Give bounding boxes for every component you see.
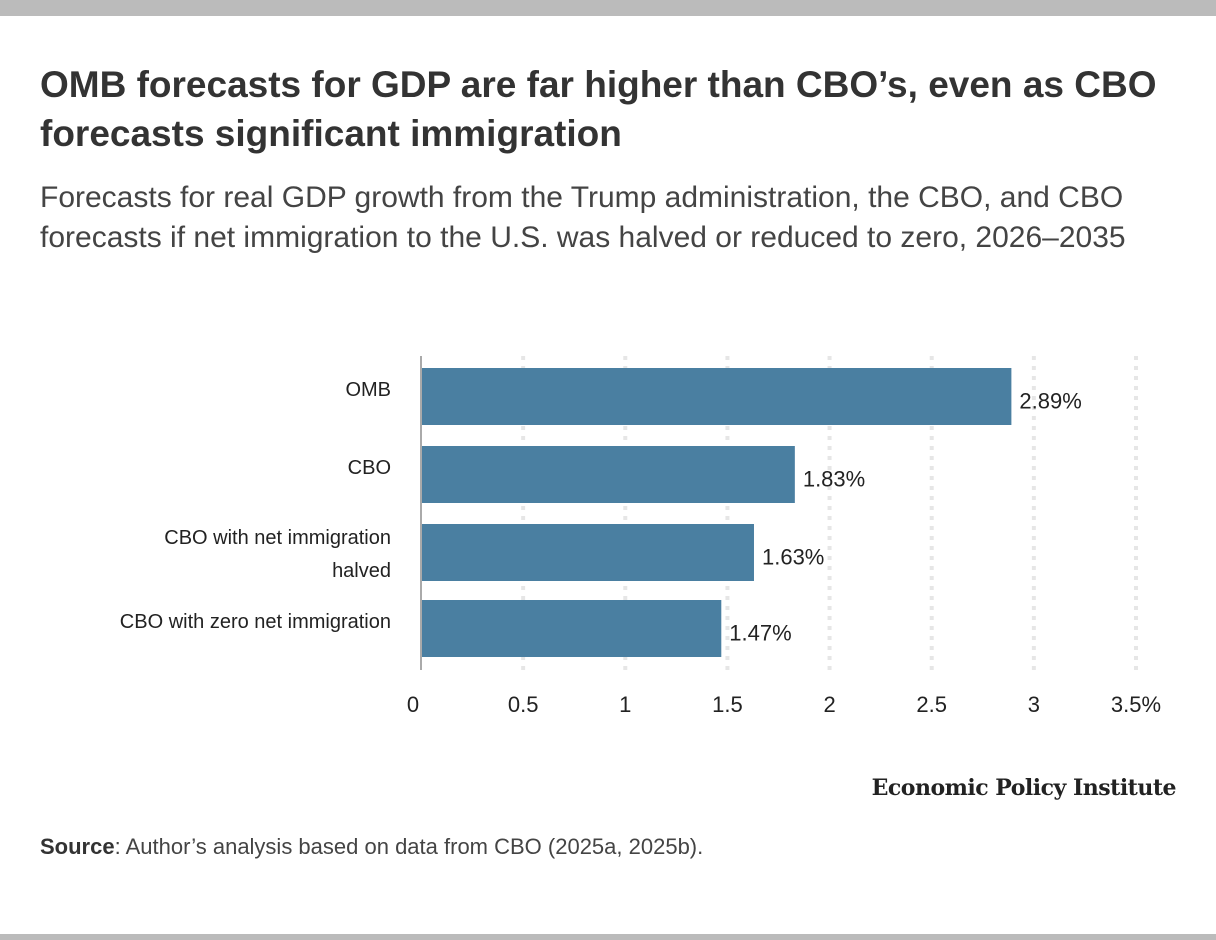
category-label: OMB — [345, 379, 391, 401]
value-label: 1.47% — [729, 621, 791, 646]
value-labels: 2.89% 1.83% 1.63% 1.47% — [729, 389, 1081, 646]
bar — [421, 600, 722, 657]
category-label: CBO with net immigration — [164, 527, 391, 549]
x-tick-labels: 0 0.5 1 1.5 2 2.5 3 3.5% — [407, 692, 1161, 717]
source-text: : Author’s analysis based on data from C… — [114, 834, 704, 859]
category-labels: OMB CBO CBO with net immigration halved CBO … — [120, 379, 391, 633]
x-tick-label: 1 — [619, 692, 631, 717]
x-tick-label: 2.5 — [916, 692, 947, 717]
x-tick-label: 3 — [1028, 692, 1040, 717]
bar — [421, 524, 754, 581]
x-tick-label: 2 — [823, 692, 835, 717]
x-tick-label: 3.5% — [1111, 692, 1161, 717]
chart-subtitle: Forecasts for real GDP growth from the T… — [40, 181, 1126, 254]
source-label: Source — [40, 834, 115, 859]
value-label: 1.83% — [803, 467, 865, 492]
value-label: 2.89% — [1019, 389, 1081, 414]
category-label: CBO — [348, 457, 391, 479]
bars — [421, 368, 1012, 657]
bar-chart: OMB CBO CBO with net immigration halved CBO … — [120, 356, 1161, 717]
bar — [421, 368, 1012, 425]
x-tick-label: 1.5 — [712, 692, 743, 717]
value-label: 1.63% — [762, 545, 824, 570]
top-border — [0, 0, 1216, 16]
x-tick-label: 0 — [407, 692, 419, 717]
category-label: halved — [332, 560, 391, 582]
source-note: Source: Author’s analysis based on data … — [40, 834, 703, 860]
category-label: CBO with zero net immigration — [120, 611, 391, 633]
x-tick-label: 0.5 — [508, 692, 539, 717]
chart-title: OMB forecasts for GDP are far higher tha… — [40, 64, 1157, 154]
bottom-border — [0, 934, 1216, 940]
brand-logo: Economic Policy Institute — [871, 775, 1177, 801]
bar — [421, 446, 795, 503]
